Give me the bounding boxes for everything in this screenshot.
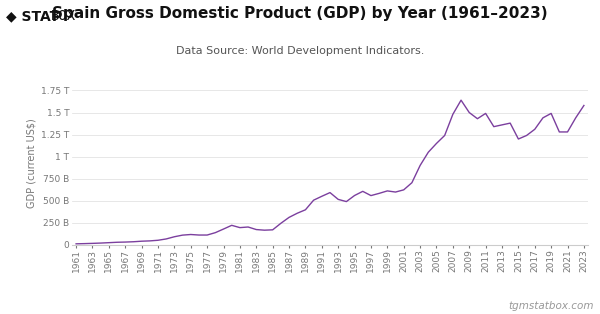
Text: Spain Gross Domestic Product (GDP) by Year (1961–2023): Spain Gross Domestic Product (GDP) by Ye… bbox=[52, 6, 548, 21]
Text: tgmstatbox.com: tgmstatbox.com bbox=[509, 301, 594, 311]
Text: ◆ STAT: ◆ STAT bbox=[6, 9, 59, 24]
Text: BOX: BOX bbox=[51, 9, 76, 24]
Text: Data Source: World Development Indicators.: Data Source: World Development Indicator… bbox=[176, 46, 424, 56]
Y-axis label: GDP (current US$): GDP (current US$) bbox=[26, 118, 37, 208]
